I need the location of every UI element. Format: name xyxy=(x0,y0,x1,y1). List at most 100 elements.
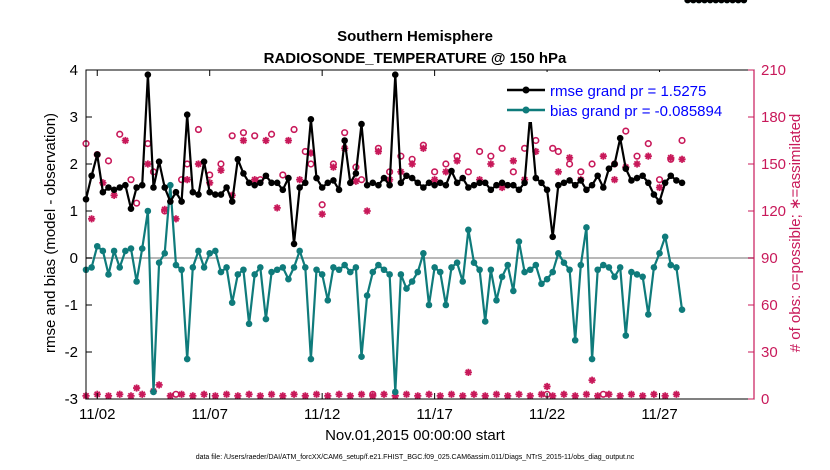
obs-assimilated-marker xyxy=(425,390,433,398)
rmse-point xyxy=(268,179,275,187)
bias-point xyxy=(279,264,287,271)
rmse-point xyxy=(600,184,607,191)
rmse-point xyxy=(363,181,371,189)
rmse-point xyxy=(335,186,343,194)
rmse-point xyxy=(448,167,455,175)
y2-tick-label: 180 xyxy=(761,109,786,126)
rmse-point xyxy=(583,186,590,194)
rmse-point xyxy=(678,179,686,187)
bias-point xyxy=(318,271,326,278)
obs-assimilated-marker xyxy=(414,392,422,400)
bias-point xyxy=(656,250,663,257)
obs-assimilated-marker xyxy=(104,392,113,400)
bias-point xyxy=(600,261,607,269)
rmse-point xyxy=(391,71,399,78)
obs-assimilated-marker xyxy=(537,390,546,398)
rmse-point xyxy=(605,165,613,172)
axes-layer: -3 -2 -1 0 1 2 3 4 0 30 60 90 120 150 180 210 11/02 11/07… xyxy=(65,62,786,423)
y-tick-label: 1 xyxy=(70,203,78,220)
obs-possible-marker xyxy=(549,144,557,152)
bias-point xyxy=(144,207,152,215)
rmse-point xyxy=(397,179,405,187)
obs-possible-marker xyxy=(267,130,276,138)
obs-assimilated-marker xyxy=(639,392,647,400)
obs-assimilated-marker xyxy=(194,160,203,168)
rmse-point xyxy=(431,181,438,189)
bias-point xyxy=(628,268,635,276)
x-tick-label: 11/02 xyxy=(79,406,115,423)
bias-point xyxy=(99,247,107,255)
bias-point xyxy=(594,266,601,274)
rmse-point xyxy=(701,0,708,4)
obs-assimilated-marker xyxy=(599,152,607,160)
bias-point xyxy=(526,266,534,274)
rmse-point xyxy=(313,174,320,182)
rmse-point xyxy=(633,174,641,182)
bias-point xyxy=(650,264,658,271)
bias-point xyxy=(346,268,354,276)
rmse-point xyxy=(245,179,253,187)
obs-assimilated-marker xyxy=(279,392,287,400)
rmse-point xyxy=(110,186,118,194)
obs-possible-marker xyxy=(397,152,405,160)
y2-tick-label: 120 xyxy=(761,203,786,220)
bias-point xyxy=(251,271,258,278)
rmse-point xyxy=(279,186,287,194)
rmse-point xyxy=(375,181,382,189)
obs-assimilated-marker xyxy=(380,390,388,398)
obs-assimilated-marker xyxy=(655,183,664,192)
bias-point xyxy=(116,264,124,271)
bias-point xyxy=(560,259,568,267)
bias-point xyxy=(330,264,337,271)
obs-assimilated-marker xyxy=(239,136,248,145)
obs-assimilated-marker xyxy=(301,392,309,400)
rmse-point xyxy=(571,181,579,189)
obs-possible-marker xyxy=(279,171,287,179)
obs-possible-marker xyxy=(644,140,652,148)
rmse-point xyxy=(318,184,326,191)
bias-point xyxy=(431,264,438,271)
rmse-point xyxy=(138,181,146,189)
bias-point xyxy=(285,275,292,283)
legend-rmse-label: rmse grand pr = 1.5275 xyxy=(550,83,706,100)
rmse-point xyxy=(656,198,663,205)
rmse-point xyxy=(99,188,107,196)
obs-possible-marker xyxy=(104,157,113,165)
obs-assimilated-marker xyxy=(88,215,96,223)
rmse-point xyxy=(639,172,646,180)
rmse-point xyxy=(425,179,433,187)
rmse-point xyxy=(504,181,512,189)
bias-point xyxy=(296,247,303,255)
bias-point xyxy=(543,275,551,283)
obs-possible-marker xyxy=(431,168,439,176)
rmse-point xyxy=(212,191,219,198)
bias-point xyxy=(161,250,169,257)
bias-point xyxy=(217,268,225,276)
rmse-point xyxy=(442,181,450,189)
obs-assimilated-marker xyxy=(121,136,129,145)
y2-tick-label: 210 xyxy=(761,62,786,79)
obs-assimilated-marker xyxy=(481,392,489,400)
obs-assimilated-marker xyxy=(200,390,208,398)
bias-point xyxy=(358,353,365,361)
bias-point xyxy=(127,245,135,252)
obs-assimilated-marker xyxy=(644,152,652,160)
rmse-point xyxy=(644,179,652,187)
y-axis-label: rmse and bias (model - observation) xyxy=(42,113,59,353)
rmse-point xyxy=(661,179,669,187)
rmse-point xyxy=(740,0,748,4)
obs-assimilated-marker xyxy=(442,168,450,176)
obs-possible-marker xyxy=(476,147,484,156)
bias-point xyxy=(583,224,590,231)
bias-point xyxy=(172,261,180,269)
bias-point xyxy=(167,181,174,189)
rmse-point xyxy=(673,177,680,184)
obs-assimilated-marker xyxy=(245,390,253,398)
rmse-point xyxy=(493,181,500,189)
obs-assimilated-marker xyxy=(335,390,343,398)
rmse-point xyxy=(718,0,725,4)
obs-assimilated-marker xyxy=(678,155,686,163)
obs-assimilated-marker xyxy=(402,390,411,398)
obs-possible-marker xyxy=(622,127,630,135)
obs-possible-marker xyxy=(307,160,315,168)
